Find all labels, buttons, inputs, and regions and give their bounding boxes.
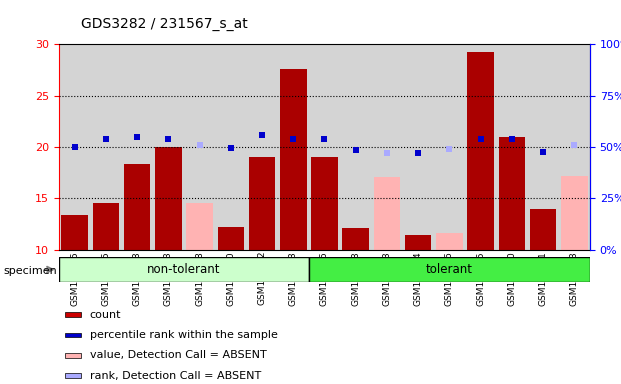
Bar	[65, 313, 81, 317]
Bar	[340, 44, 371, 250]
Bar	[249, 157, 275, 250]
Bar	[278, 44, 309, 250]
Bar	[65, 333, 81, 337]
Bar	[59, 44, 90, 250]
Text: tolerant: tolerant	[426, 263, 473, 276]
Bar	[465, 44, 496, 250]
Bar	[93, 204, 119, 250]
Text: GDS3282 / 231567_s_at: GDS3282 / 231567_s_at	[81, 17, 248, 31]
Bar	[280, 69, 307, 250]
Bar	[561, 175, 587, 250]
Bar	[215, 44, 247, 250]
Bar	[530, 209, 556, 250]
Text: count: count	[90, 310, 121, 320]
Bar	[122, 44, 153, 250]
Bar	[436, 233, 463, 250]
Bar	[468, 52, 494, 250]
Bar	[527, 44, 559, 250]
Text: non-tolerant: non-tolerant	[147, 263, 220, 276]
Bar	[559, 44, 590, 250]
Bar	[186, 204, 213, 250]
Bar	[342, 228, 369, 250]
Bar	[217, 227, 244, 250]
Bar	[434, 44, 465, 250]
Bar	[65, 353, 81, 358]
Bar	[371, 44, 402, 250]
Text: rank, Detection Call = ABSENT: rank, Detection Call = ABSENT	[90, 371, 261, 381]
Bar	[405, 235, 432, 250]
Bar	[155, 147, 181, 250]
Bar	[311, 157, 338, 250]
Bar	[124, 164, 150, 250]
Text: specimen: specimen	[3, 266, 57, 276]
Bar	[153, 44, 184, 250]
Bar	[309, 44, 340, 250]
Bar	[499, 137, 525, 250]
Text: percentile rank within the sample: percentile rank within the sample	[90, 330, 278, 340]
Bar	[65, 373, 81, 378]
Bar	[61, 215, 88, 250]
Bar	[90, 44, 122, 250]
Bar	[374, 177, 400, 250]
Bar	[59, 257, 309, 282]
Bar	[184, 44, 215, 250]
Bar	[247, 44, 278, 250]
Text: value, Detection Call = ABSENT: value, Detection Call = ABSENT	[90, 350, 266, 360]
Bar	[309, 257, 590, 282]
Bar	[496, 44, 527, 250]
Bar	[402, 44, 434, 250]
